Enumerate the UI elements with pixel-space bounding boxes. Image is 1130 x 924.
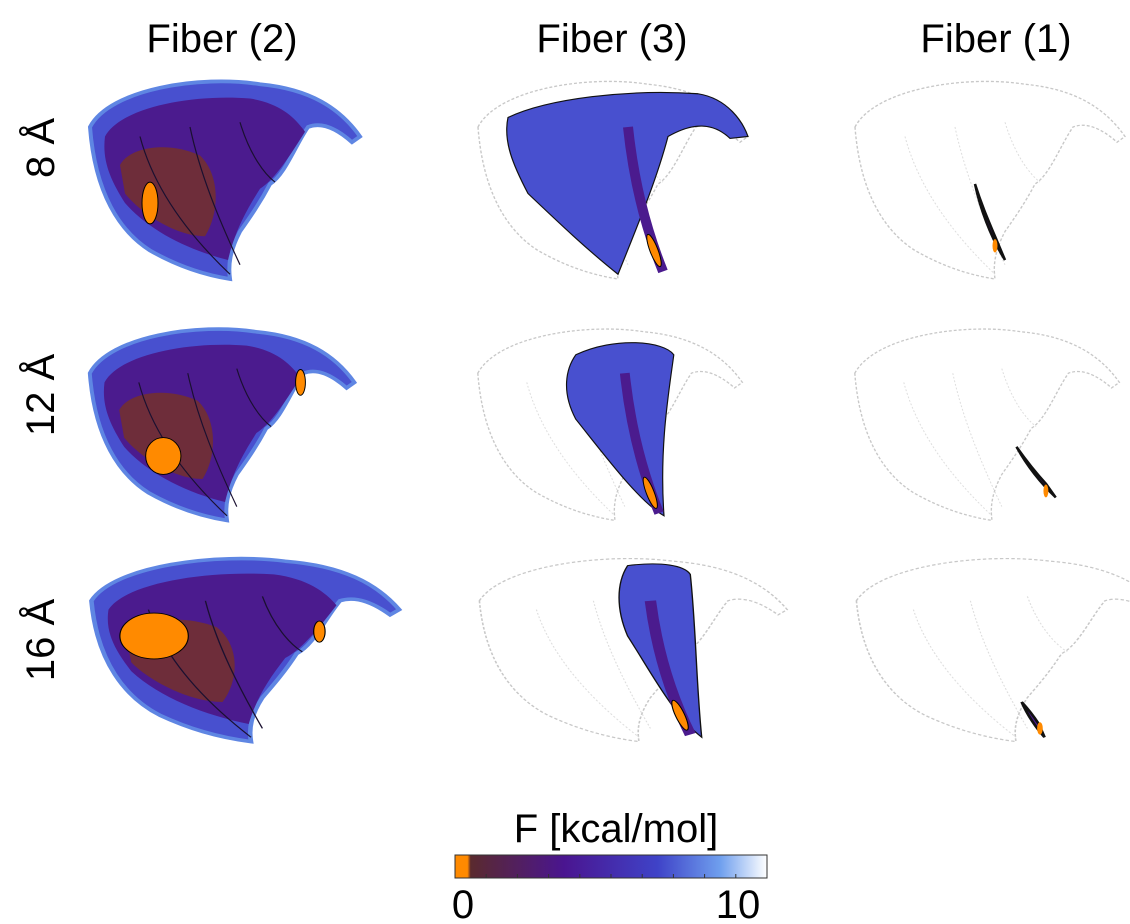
panel-r2-c2	[477, 328, 744, 522]
contour-line	[189, 126, 241, 265]
reference-contour	[1001, 368, 1037, 427]
energy-minimum	[313, 620, 326, 643]
reference-contour	[1026, 596, 1068, 653]
heatmap-panels	[87, 79, 1130, 744]
colorbar-title: F [kcal/mol]	[514, 807, 718, 851]
reference-contour	[592, 600, 651, 729]
panel-r1-c2	[477, 80, 749, 280]
column-title-fiber-3: Fiber (3)	[536, 17, 687, 61]
panel-r1-c3	[854, 80, 1126, 280]
column-title-fiber-1: Fiber (1)	[920, 17, 1071, 61]
energy-minimum	[646, 233, 662, 268]
panel-r3-c1	[89, 556, 403, 744]
reference-contour	[1004, 122, 1041, 183]
energy-minimum	[992, 239, 998, 253]
reference-outline	[855, 557, 1130, 743]
contour-line	[236, 368, 272, 427]
reference-contour	[969, 600, 1028, 729]
energy-minimum	[642, 476, 658, 509]
sampled-streak	[973, 183, 1007, 261]
energy-minimum	[145, 437, 182, 475]
contour-line	[187, 373, 238, 507]
reference-contour	[903, 382, 993, 517]
contour-line	[261, 596, 303, 653]
panel-r3-c2	[478, 557, 789, 743]
colorbar-ticks	[485, 874, 768, 878]
energy-minimum	[141, 181, 159, 225]
panel-r3-c3	[855, 557, 1130, 743]
reference-contour	[904, 136, 996, 275]
column-title-fiber-2: Fiber (2)	[146, 17, 297, 61]
energy-minimum	[671, 699, 689, 731]
reference-contour	[912, 609, 1017, 738]
reference-outline	[477, 80, 749, 280]
reference-outline	[854, 328, 1121, 522]
low-energy-region	[119, 392, 213, 479]
colorbar-tick-max: 10	[716, 883, 761, 924]
energy-minimum	[1043, 484, 1049, 498]
energy-minimum	[1037, 722, 1043, 735]
reference-contour	[526, 382, 616, 517]
contour-line	[204, 600, 264, 729]
panel-r2-c1	[87, 327, 358, 523]
colorbar-tick-min: 0	[452, 883, 474, 924]
contour-line	[239, 122, 276, 183]
sampled-streak	[1015, 446, 1057, 499]
low-energy-region	[120, 147, 216, 237]
reference-contour	[535, 609, 640, 738]
row-label-12: 12 Å	[18, 354, 63, 437]
contour-line	[139, 136, 231, 275]
energy-minimum	[119, 612, 189, 660]
reference-contour	[952, 373, 1003, 507]
panel-r2-c3	[854, 328, 1121, 522]
row-label-16: 16 Å	[18, 599, 63, 682]
sampled-region	[565, 342, 675, 517]
row-label-8: 8 Å	[18, 118, 63, 178]
reference-outline	[854, 80, 1126, 280]
energy-minimum	[295, 369, 306, 396]
sampled-region	[506, 92, 749, 276]
panel-r1-c1	[87, 79, 363, 282]
